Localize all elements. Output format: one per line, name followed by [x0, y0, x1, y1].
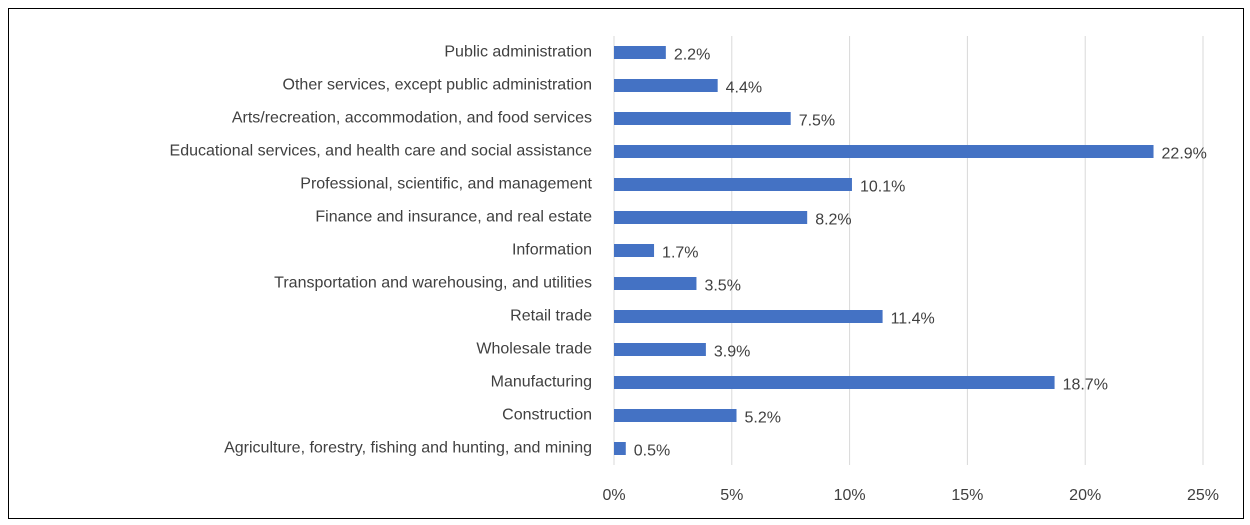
data-label: 3.9% [714, 344, 750, 361]
bar [614, 409, 737, 422]
data-label: 0.5% [634, 443, 670, 460]
y-tick-label: Arts/recreation, accommodation, and food… [232, 110, 592, 127]
x-tick-label: 0% [602, 487, 625, 504]
data-label: 4.4% [726, 80, 762, 97]
data-label: 5.2% [745, 410, 781, 427]
chart-border [8, 8, 1244, 519]
bar [614, 46, 666, 59]
y-tick-label: Transportation and warehousing, and util… [274, 275, 592, 292]
bar [614, 310, 883, 323]
bar [614, 79, 718, 92]
data-label: 18.7% [1063, 377, 1108, 394]
data-label: 11.4% [891, 311, 935, 328]
bar [614, 211, 808, 224]
y-tick-label: Construction [502, 407, 592, 424]
bar [614, 343, 706, 356]
bar [614, 376, 1055, 389]
data-label: 1.7% [662, 245, 698, 262]
y-tick-label: Wholesale trade [476, 341, 592, 358]
y-tick-label: Other services, except public administra… [283, 77, 592, 94]
data-label: 8.2% [815, 212, 851, 229]
y-tick-label: Retail trade [510, 308, 592, 325]
bar [614, 277, 697, 290]
bar [614, 244, 655, 257]
y-tick-label: Educational services, and health care an… [170, 143, 593, 160]
y-tick-label: Professional, scientific, and management [300, 176, 592, 193]
x-tick-label: 15% [951, 487, 983, 504]
data-label: 22.9% [1162, 146, 1207, 163]
data-label: 3.5% [704, 278, 740, 295]
y-tick-label: Finance and insurance, and real estate [315, 209, 592, 226]
y-tick-label: Information [512, 242, 592, 259]
data-label: 2.2% [674, 47, 710, 64]
y-tick-label: Public administration [444, 44, 592, 61]
y-tick-label: Manufacturing [491, 374, 592, 391]
bar [614, 178, 852, 191]
bar [614, 442, 626, 455]
bar [614, 145, 1154, 158]
x-tick-label: 5% [720, 487, 743, 504]
x-tick-label: 25% [1187, 487, 1219, 504]
data-label: 7.5% [799, 113, 835, 130]
x-tick-label: 20% [1069, 487, 1101, 504]
data-label: 10.1% [860, 179, 905, 196]
bar [614, 112, 791, 125]
y-tick-label: Agriculture, forestry, fishing and hunti… [224, 440, 592, 457]
x-tick-label: 10% [834, 487, 866, 504]
